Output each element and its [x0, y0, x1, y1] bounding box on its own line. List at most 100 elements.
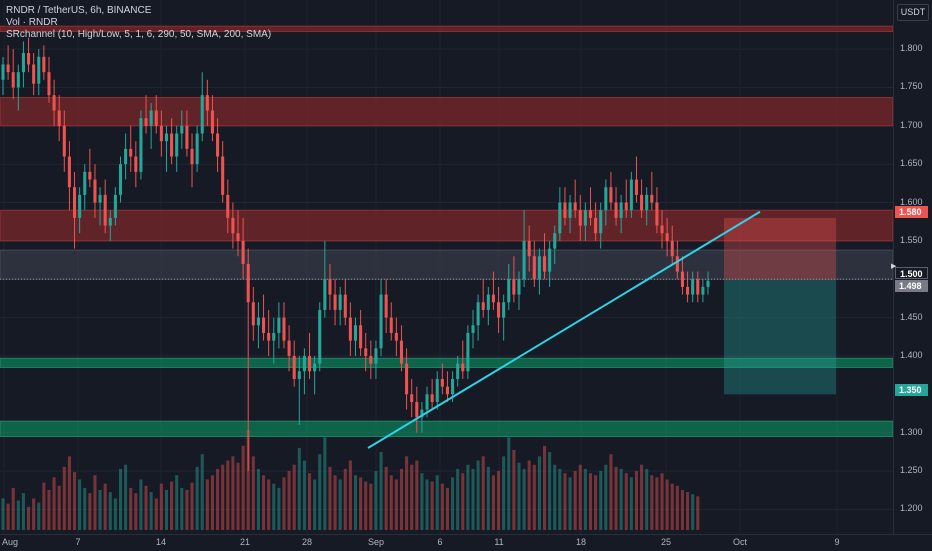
candle [272, 332, 276, 341]
time-tick-label: 7 [75, 537, 81, 547]
candle [343, 294, 347, 318]
volume-bar [323, 437, 327, 530]
candle [108, 217, 112, 226]
candle [497, 302, 501, 318]
volume-bar [389, 475, 393, 530]
candle [527, 240, 531, 257]
price-tick-label: 1.550 [900, 234, 923, 245]
price-tick-label: 1.650 [900, 158, 923, 169]
volume-bar [481, 456, 485, 530]
candle [420, 409, 424, 418]
volume-bar [379, 452, 383, 530]
volume-bar [558, 468, 562, 530]
volume-bar [302, 460, 306, 530]
candle [394, 332, 398, 341]
candle [83, 171, 87, 195]
volume-bar [425, 479, 429, 530]
candle [307, 355, 312, 372]
candle [410, 394, 414, 402]
candle [185, 125, 189, 149]
volume-bar [451, 477, 455, 530]
volume-bar [205, 479, 209, 530]
volume-bar [139, 479, 143, 530]
volume-bar [629, 477, 633, 530]
volume-bar [522, 468, 526, 530]
candle [6, 64, 10, 73]
volume-bar [42, 482, 46, 530]
volume-bar [461, 473, 465, 530]
volume-bar [527, 460, 531, 530]
candle [302, 355, 306, 372]
candle [537, 256, 541, 280]
volume-bar [328, 466, 332, 530]
candle [655, 202, 659, 226]
legend-volume[interactable]: Vol · RNDR [6, 17, 58, 28]
candle [686, 286, 690, 295]
stop-price-badge: 1.580 [895, 206, 928, 218]
candle [435, 378, 439, 402]
volume-bar [583, 468, 587, 530]
candle [619, 202, 623, 218]
volume-bar [307, 473, 312, 530]
candle [599, 210, 603, 234]
volume-bar [292, 464, 296, 530]
candle [502, 302, 506, 318]
volume-bar [175, 475, 179, 530]
volume-bar [103, 483, 107, 530]
candle [149, 110, 153, 126]
volume-bar [272, 483, 276, 530]
candle [78, 194, 82, 218]
volume-bar [410, 464, 414, 530]
trendline [367, 210, 761, 449]
volume-bar [251, 456, 255, 530]
legend-indicator[interactable]: SRchannel (10, High/Low, 5, 1, 6, 290, 5… [6, 29, 272, 40]
volume-bar [154, 498, 158, 530]
candle [507, 279, 511, 303]
candle [379, 294, 383, 349]
candle [451, 378, 455, 395]
volume-bar [491, 475, 495, 530]
price-tick-label: 1.200 [900, 503, 923, 514]
candle [680, 271, 684, 287]
candle [430, 394, 434, 402]
volume-bar [32, 498, 36, 530]
candle [369, 355, 373, 364]
time-tick-label: 18 [575, 537, 587, 547]
candle [159, 125, 163, 142]
candle [348, 317, 352, 341]
currency-button[interactable]: USDT [897, 4, 929, 21]
candle [338, 294, 342, 310]
volume-bar [287, 471, 291, 530]
candle [359, 325, 363, 349]
volume-bar [78, 479, 82, 530]
volume-bar [507, 437, 511, 530]
volume-bar [420, 473, 424, 530]
price-tick-label: 1.250 [900, 465, 923, 475]
time-axis[interactable] [0, 534, 932, 551]
volume-bar [113, 498, 117, 530]
candle [604, 187, 608, 211]
volume-bar [231, 456, 235, 530]
candle [292, 355, 296, 379]
candle [32, 64, 36, 84]
volume-bar [655, 477, 659, 530]
candle [512, 279, 516, 295]
candle [558, 202, 562, 234]
volume-bar [548, 452, 552, 530]
volume-bar [62, 466, 66, 530]
volume-bar [588, 473, 593, 530]
candle [486, 294, 490, 310]
candle [609, 187, 613, 203]
volume-bar [277, 487, 281, 530]
volume-bar [6, 503, 10, 530]
time-tick-label: 9 [834, 537, 840, 547]
legend-symbol[interactable]: RNDR / TetherUS, 6h, BINANCE [6, 5, 152, 16]
price-tick-label: 1.300 [900, 426, 923, 437]
candle [456, 363, 460, 379]
volume-bar [578, 464, 582, 530]
candle [1, 64, 5, 80]
volume-bar [640, 464, 644, 530]
candle [384, 294, 388, 318]
